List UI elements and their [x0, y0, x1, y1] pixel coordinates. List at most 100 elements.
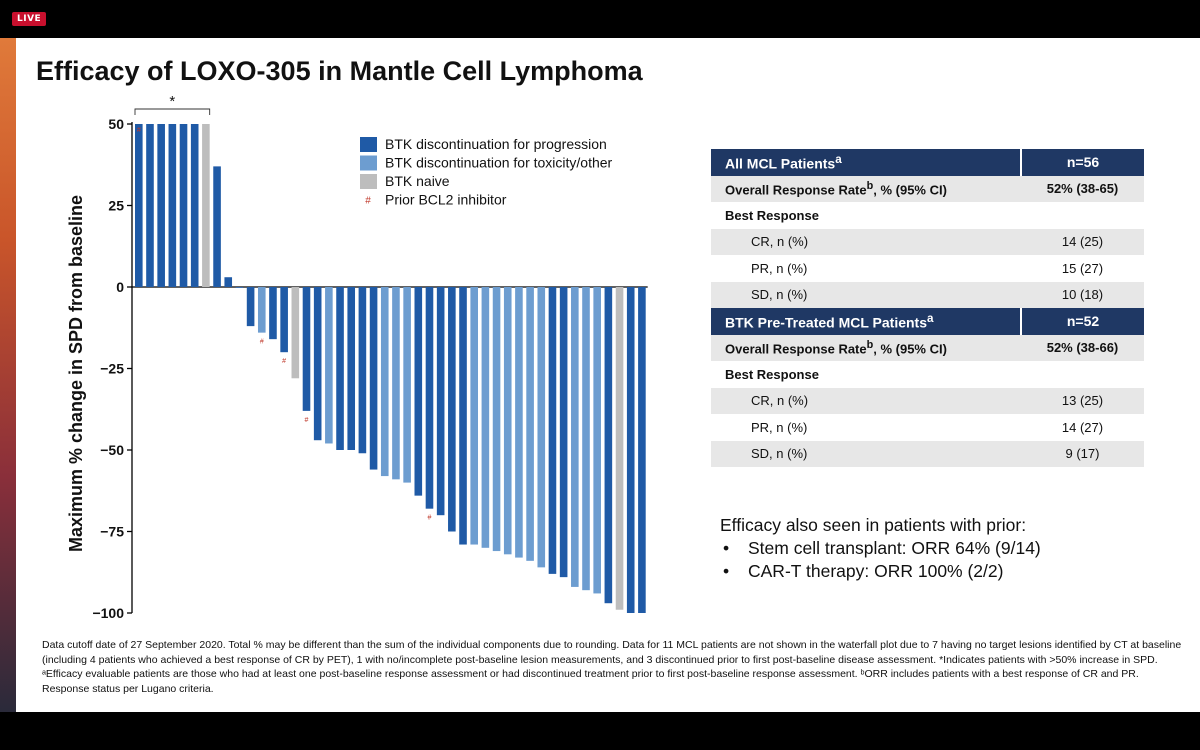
bcl2-marker: #: [305, 417, 309, 424]
legend-label: BTK naive: [385, 173, 450, 189]
row-label: Best Response: [725, 207, 819, 223]
table-row: SD, n (%) 10 (18): [711, 281, 1144, 308]
legend-swatch: [360, 155, 377, 171]
bar: [146, 124, 154, 287]
bar: [492, 287, 501, 552]
header-n: n=52: [1021, 308, 1144, 335]
bar: [302, 287, 311, 411]
row-value: 15 (27): [1061, 260, 1104, 276]
row-value: 14 (25): [1021, 228, 1144, 255]
bar: [179, 124, 188, 287]
row-label: PR, n (%): [751, 260, 808, 276]
row-value: 9 (17): [1021, 440, 1144, 467]
bar: [257, 287, 266, 333]
bcl2-marker: #: [282, 358, 286, 365]
bar: [347, 287, 356, 450]
y-tick-label: −25: [100, 361, 124, 377]
bar: [202, 124, 210, 287]
live-badge: LIVE: [12, 12, 47, 26]
bar: [503, 287, 512, 555]
y-tick-label: −75: [100, 524, 124, 540]
bar: [582, 287, 590, 591]
row-value: 10 (18): [1021, 281, 1144, 308]
table-row-best-response: Best Response: [711, 202, 1144, 229]
bar: [392, 287, 400, 480]
table-row: CR, n (%) 13 (25): [711, 387, 1144, 414]
bar: [537, 287, 546, 568]
bar: [246, 287, 255, 327]
bar: [526, 287, 534, 561]
table-row: PR, n (%) 14 (27): [711, 414, 1144, 441]
bar: [224, 277, 233, 287]
bar: [291, 287, 300, 379]
bar: [638, 287, 646, 613]
bar: [615, 287, 624, 610]
header-label: BTK Pre-Treated MCL Patientsa: [711, 308, 1022, 335]
bar: [559, 287, 568, 578]
accent-bar: [0, 38, 16, 712]
bcl2-marker: #: [137, 127, 141, 134]
bracket-asterisk: *: [169, 93, 175, 110]
table-row: PR, n (%) 15 (27): [711, 255, 1144, 282]
legend-swatch: [360, 137, 377, 152]
table-row-best-response: Best Response: [711, 361, 1144, 388]
row-value: 52% (38-66): [1021, 334, 1144, 361]
notes-intro: Efficacy also seen in patients with prio…: [720, 515, 1027, 535]
bar: [190, 124, 199, 287]
waterfall-chart: 50 25 0 −25 −50 −75 −100 Maximum % change in SP…: [66, 93, 648, 621]
row-label: Overall Response Rateb, % (95% CI): [711, 175, 1021, 202]
y-axis-title: Maximum % change in SPD from baseline: [66, 195, 86, 552]
bar: [313, 287, 322, 441]
bar: [213, 166, 221, 287]
bar: [481, 287, 490, 548]
row-value: 14 (27): [1061, 419, 1104, 435]
bcl2-marker: #: [428, 515, 432, 522]
bar: [626, 287, 635, 613]
slide: Efficacy of LOXO-305 in Mantle Cell Lymp…: [0, 38, 1200, 712]
legend-swatch: [360, 174, 377, 189]
bar: [325, 287, 333, 444]
bottom-bar: [0, 712, 1200, 750]
row-label: CR, n (%): [711, 387, 1021, 414]
row-label: PR, n (%): [751, 419, 808, 435]
bar: [604, 287, 613, 604]
bar: [425, 287, 434, 509]
y-tick-label: 25: [108, 198, 124, 214]
bar: [448, 287, 456, 532]
header-n: n=56: [1021, 149, 1144, 176]
bar: [280, 287, 288, 353]
table-row-orr: Overall Response Rateb, % (95% CI) 52% (…: [711, 175, 1144, 202]
bar: [157, 124, 165, 287]
row-label: CR, n (%): [711, 228, 1021, 255]
bar: [403, 287, 411, 483]
row-label: SD, n (%): [711, 281, 1021, 308]
list-item: CAR-T therapy: ORR 100% (2/2): [720, 560, 1041, 583]
y-tick-label: −50: [100, 442, 124, 458]
row-label: Overall Response Rateb, % (95% CI): [711, 334, 1021, 361]
row-label: Best Response: [725, 366, 819, 382]
bar: [470, 287, 478, 545]
table-header-btk-pretreated: BTK Pre-Treated MCL Patientsa n=52: [711, 308, 1144, 335]
table-row: SD, n (%) 9 (17): [711, 440, 1144, 467]
header-label: All MCL Patientsa: [711, 149, 1022, 176]
bar: [369, 287, 378, 470]
bar: [358, 287, 367, 454]
response-table: All MCL Patientsa n=56 Overall Response …: [711, 149, 1144, 467]
slide-title: Efficacy of LOXO-305 in Mantle Cell Lymp…: [36, 56, 643, 86]
bar: [593, 287, 601, 594]
bracket: [134, 108, 211, 115]
bar: [414, 287, 423, 496]
y-tick-label: 0: [116, 279, 124, 295]
legend-label: BTK discontinuation for progression: [385, 136, 607, 152]
bcl2-marker: #: [260, 339, 264, 346]
top-bar: LIVE: [0, 0, 1200, 38]
y-tick-label: −100: [92, 605, 124, 621]
bar: [135, 124, 143, 287]
table-row-orr: Overall Response Rateb, % (95% CI) 52% (…: [711, 334, 1144, 361]
row-value: 13 (25): [1021, 387, 1144, 414]
list-item: Stem cell transplant: ORR 64% (9/14): [720, 537, 1041, 560]
bar: [235, 287, 244, 288]
legend-label: Prior BCL2 inhibitor: [385, 192, 507, 208]
row-value: 52% (38-65): [1021, 175, 1144, 202]
footnote: Data cutoff date of 27 September 2020. T…: [42, 639, 1182, 695]
